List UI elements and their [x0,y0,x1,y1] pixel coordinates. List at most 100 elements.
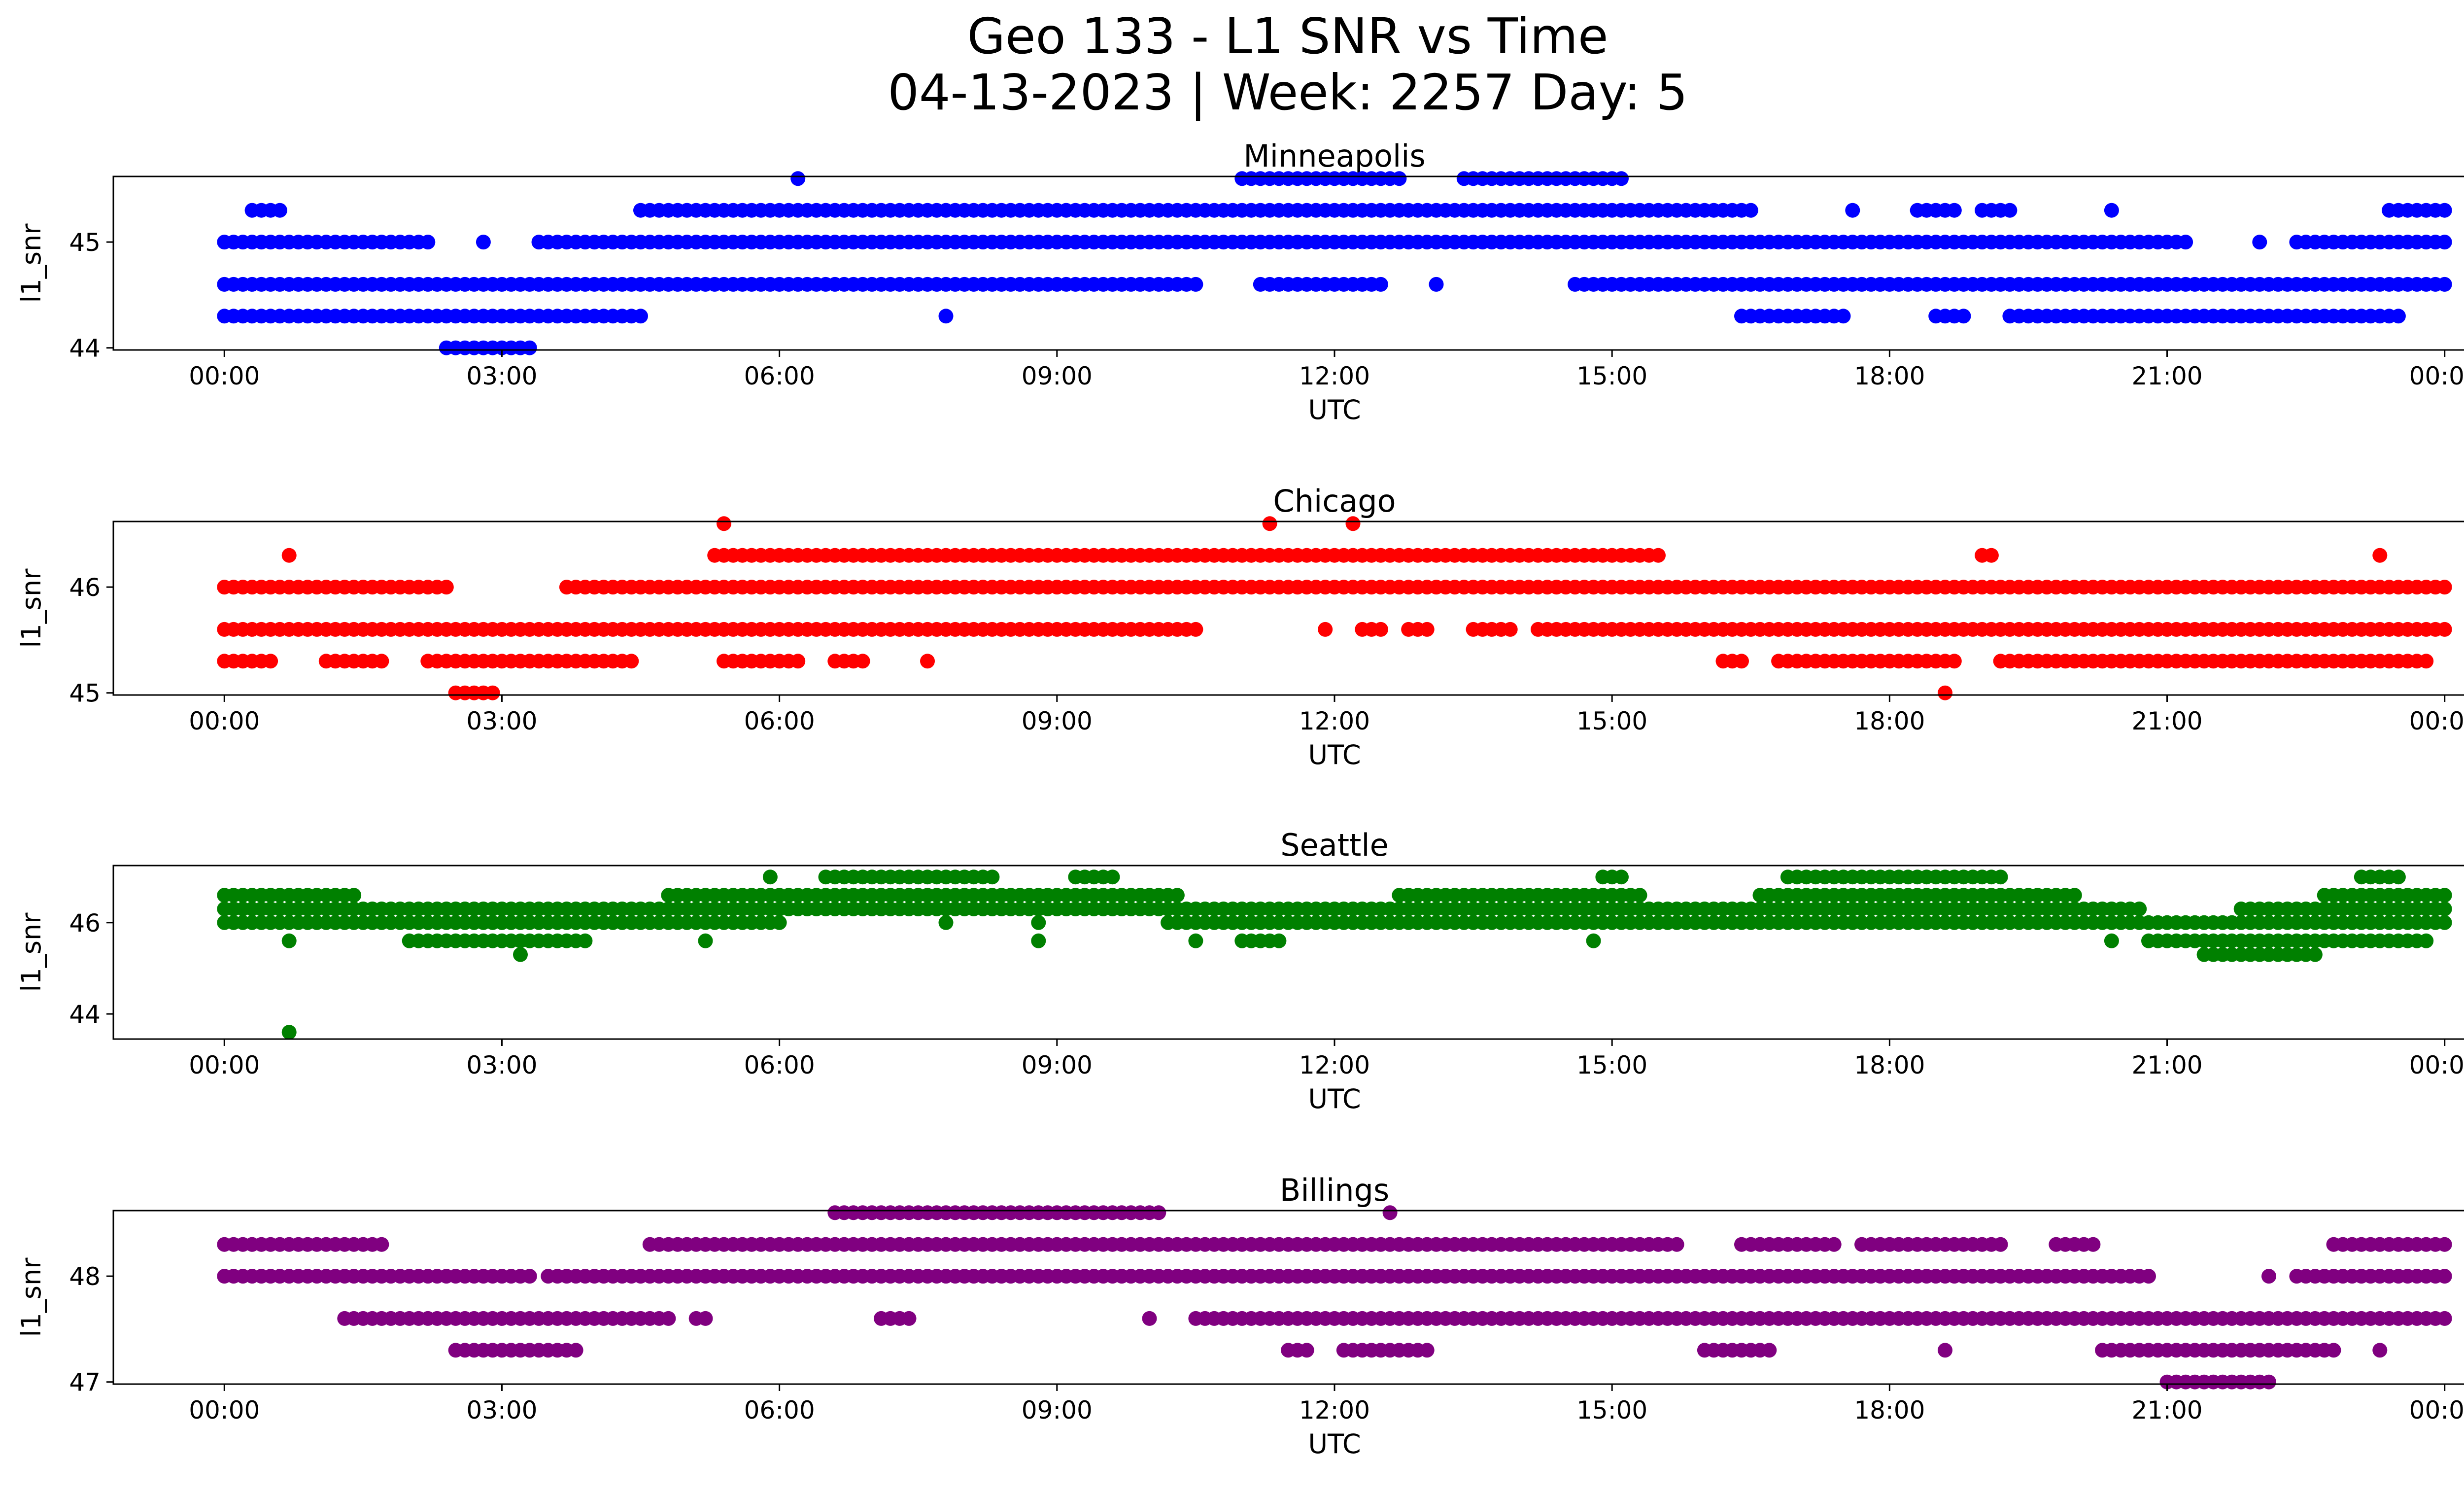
data-point [513,947,528,962]
data-point [2141,1269,2156,1284]
data-point [1419,622,1435,637]
x-tick-label: 00:00 [2409,707,2464,735]
subplot-minneapolis: Minneapolis 00:00 03:00 06:00 09:00 12:00 15:0… [16,138,2464,425]
data-point [281,548,297,563]
data-point [1956,309,1971,324]
data-point [568,1343,583,1358]
data-points [217,1205,2452,1390]
data-point [346,888,362,903]
data-point [272,203,287,218]
x-tick-label: 00:00 [2409,362,2464,390]
data-point [2437,203,2452,218]
data-point [2002,203,2018,218]
data-point [1845,203,1860,218]
x-tick-label: 21:00 [2131,1051,2202,1079]
y-axis-label: l1_snr [16,568,47,648]
data-point [281,933,297,948]
x-axis-label: UTC [1308,1083,1361,1114]
data-point [2104,203,2119,218]
data-point [1993,1237,2008,1252]
data-point [772,915,787,930]
data-point [2419,654,2434,669]
data-point [2437,888,2452,903]
y-axis-label: l1_snr [16,223,47,303]
data-point [938,309,954,324]
data-point [698,933,713,948]
data-point [374,1237,389,1252]
data-point [1151,1205,1166,1220]
x-axis-label: UTC [1308,739,1361,770]
data-point [1762,1343,1777,1358]
data-point [2437,235,2452,250]
data-point [698,1311,713,1326]
data-point [2437,1311,2452,1326]
data-point [1142,1311,1157,1326]
data-point [1984,548,1999,563]
data-point [1419,1343,1435,1358]
data-point [2104,933,2119,948]
data-point [1586,933,1601,948]
data-point [1188,622,1203,637]
y-tick-label: 44 [69,334,101,363]
x-tick-label: 00:00 [189,707,260,735]
data-point [2252,235,2267,250]
x-tick-label: 15:00 [1576,1051,1647,1079]
data-points [217,869,2452,1040]
data-point [2178,235,2193,250]
data-point [1373,622,1388,637]
data-point [1345,516,1361,531]
x-tick-label: 06:00 [744,707,815,735]
axes-frame [112,1210,2464,1385]
data-points [217,516,2452,700]
data-point [2437,622,2452,637]
x-tick-label: 12:00 [1299,362,1370,390]
data-point [1632,888,1647,903]
data-point [1651,548,1666,563]
data-point [1993,869,2008,885]
data-point [1031,915,1046,930]
data-point [2391,869,2406,885]
y-tick-label: 44 [69,1000,101,1029]
x-axis-label: UTC [1308,394,1361,425]
data-point [624,654,639,669]
subplot-seattle: Seattle 00:00 03:00 06:00 09:00 12:00 15:00 18:… [16,827,2464,1114]
data-point [2086,1237,2101,1252]
data-point [1947,203,1962,218]
x-axis-label: UTC [1308,1428,1361,1460]
data-point [2437,915,2452,930]
x-tick-label: 12:00 [1299,1396,1370,1425]
data-point [920,654,935,669]
x-tick-label: 15:00 [1576,1396,1647,1425]
data-point [1188,933,1203,948]
data-point [938,915,954,930]
data-point [717,516,731,531]
figure-title-line1: Geo 133 - L1 SNR vs Time [967,7,1608,65]
x-tick-label: 00:00 [2409,1396,2464,1425]
y-tick-label: 45 [69,228,101,257]
data-point [1429,277,1444,292]
subplot-billings: Billings 00:00 03:00 06:00 09:00 12:00 15:00 18… [16,1172,2464,1460]
data-point [2326,1343,2341,1358]
data-point [263,654,278,669]
x-tick-label: 03:00 [466,707,537,735]
x-tick-label: 21:00 [2131,362,2202,390]
subplot-title: Seattle [1280,827,1388,863]
x-tick-label: 18:00 [1854,1396,1925,1425]
data-point [1734,654,1749,669]
data-point [2437,1269,2452,1284]
x-tick-label: 12:00 [1299,707,1370,735]
data-point [2261,1269,2276,1284]
data-point [1188,277,1203,292]
x-tick-label: 03:00 [466,362,537,390]
x-tick-label: 00:00 [189,1051,260,1079]
data-point [2437,1237,2452,1252]
y-tick-label: 46 [69,909,101,938]
x-tick-label: 00:00 [189,362,260,390]
data-point [420,235,436,250]
data-point [1373,277,1388,292]
data-point [522,340,537,355]
data-point [1938,1343,1952,1358]
data-point [1669,1237,1684,1252]
figure-title-line2: 04-13-2023 | Week: 2257 Day: 5 [888,64,1687,121]
data-point [2372,1343,2388,1358]
